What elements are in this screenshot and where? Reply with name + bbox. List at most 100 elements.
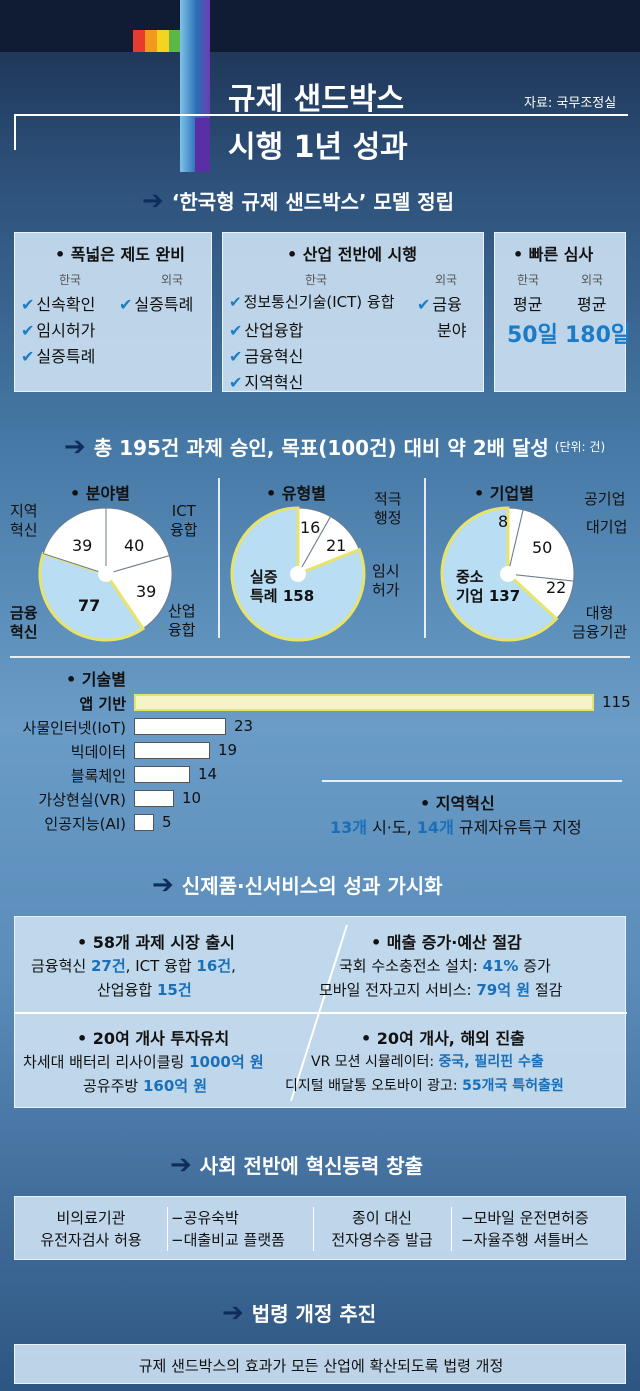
arrow-right-icon: ➔ (152, 869, 174, 900)
section4-heading: ➔ 사회 전반에 혁신동력 창출 (170, 1149, 424, 1180)
pie3-label-finance: 대형 금융기관 (572, 604, 628, 641)
divider (218, 478, 220, 638)
pie2-label-demo: 실증 특례 158 (250, 568, 315, 605)
q4-line1: VR 모션 시뮬레이터: 중국, 필리핀 수출 (311, 1054, 544, 1070)
pie2-label-active: 적극 행정 (374, 490, 402, 527)
title-rule-tick (14, 114, 16, 150)
list-item: ✔ 산업융합 (229, 321, 304, 340)
divider (10, 656, 630, 658)
check-icon: ✔ (229, 347, 243, 366)
check-icon: ✔ (229, 373, 243, 392)
region-text: 13개 시·도, 14개 규제자유특구 지정 (330, 818, 582, 837)
q4-line2: 디지털 배달통 오토바이 광고: 55개국 특허출원 (285, 1078, 564, 1094)
tech-label-0: 앱 기반 (79, 695, 126, 713)
tech-label-3: 블록체인 (70, 767, 126, 785)
tech-bar-0 (134, 694, 594, 711)
pie1-slice-3 (42, 507, 107, 575)
pie1-slice-2 (38, 551, 146, 642)
innovation-cell-3: 종이 대신 전자영수증 발급 (331, 1209, 433, 1249)
page-title-line1: 규제 샌드박스 (228, 82, 405, 117)
tech-title: • 기술별 (66, 670, 126, 689)
pie1-value-region: 39 (72, 536, 93, 555)
check-icon: ✔ (229, 293, 242, 311)
tech-label-4: 가상현실(VR) (38, 791, 126, 809)
pie1-slice-0 (105, 507, 171, 575)
pie3-value-finance: 22 (546, 578, 567, 597)
check-icon: ✔ (21, 347, 35, 366)
arrow-right-icon: ➔ (142, 185, 164, 216)
tech-value-1: 23 (234, 717, 254, 735)
pie2-title: • 유형별 (266, 484, 326, 503)
tech-label-2: 빅데이터 (70, 743, 126, 761)
list-item: ✔ 실증특례 (21, 347, 96, 366)
law-box: 규제 샌드박스의 효과가 모든 산업에 확산되도록 법령 개정 (14, 1344, 626, 1384)
list-item: ✔ 실증특례 (119, 295, 194, 314)
q2-line1: 국회 수소충전소 설치: 41% 증가 (339, 957, 551, 975)
section1-heading: ➔ ‘한국형 규제 샌드박스’ 모델 정립 (142, 185, 455, 216)
tech-bar-1 (134, 718, 226, 735)
pie3-label-public: 공기업 (584, 490, 626, 508)
list-item: ✔ 금융혁신 (229, 347, 304, 366)
pie1-title: • 분야별 (70, 484, 130, 503)
divider (167, 1207, 168, 1251)
innovation-cell-1: 비의료기관 유전자검사 허용 (40, 1209, 142, 1249)
label-foreign: 외국 (581, 273, 604, 287)
pie1-value-ict: 40 (124, 536, 145, 555)
section3-heading: ➔ 신제품·신서비스의 성과 가시화 (152, 869, 443, 900)
region-title: • 지역혁신 (420, 794, 495, 813)
box-industry: • 산업 전반에 시행 한국 외국 ✔ 정보통신기술(ICT) 융합 ✔ 산업융합 … (222, 232, 484, 392)
check-icon: ✔ (21, 321, 35, 340)
q3-line2: 공유주방 160억 원 (83, 1077, 208, 1095)
pie3-slice-3 (440, 506, 559, 642)
list-item: ✔ 지역혁신 (229, 373, 304, 392)
pie-charts (38, 506, 575, 642)
q3-title: • 20여 개사 투자유치 (77, 1029, 230, 1048)
tech-bar-3 (134, 766, 190, 783)
divider (313, 1207, 314, 1251)
innovation-cell-2: −공유숙박 −대출비교 플랫폼 (171, 1209, 285, 1249)
section5-heading: ➔ 법령 개정 추진 (222, 1297, 377, 1328)
divider (451, 1207, 452, 1251)
q3-line1: 차세대 배터리 리사이클링 1000억 원 (23, 1053, 264, 1071)
list-item-cont: 분야 (437, 321, 467, 340)
tech-value-5: 5 (162, 813, 172, 831)
check-icon: ✔ (229, 321, 243, 340)
stripe-2 (157, 30, 169, 52)
pie3-center (500, 566, 516, 582)
korea-days: 50일 (507, 323, 558, 348)
pie1-label-ict: ICT 융합 (170, 502, 198, 539)
q2-line2: 모바일 전자고지 서비스: 79억 원 절감 (319, 981, 563, 999)
page-title-line2: 시행 1년 성과 (228, 130, 408, 165)
pie1-slice-1 (105, 555, 173, 630)
tech-bar-5 (134, 814, 154, 831)
arrow-right-icon: ➔ (170, 1149, 192, 1180)
check-icon: ✔ (417, 295, 431, 314)
pie3-value-public: 8 (498, 512, 509, 531)
results-box: • 58개 과제 시장 출시 금융혁신 27건, ICT 융합 16건, 산업융… (14, 916, 627, 1108)
label-korea: 한국 (59, 273, 82, 287)
pie1-label-industry: 산업 융합 (168, 602, 196, 639)
q4-title: • 20여 개사, 해외 진출 (361, 1029, 525, 1048)
tech-value-2: 19 (218, 741, 238, 759)
results-dividers (15, 924, 627, 1102)
tech-value-4: 10 (182, 789, 202, 807)
stripe-0 (133, 30, 145, 52)
pie2-center (290, 566, 306, 582)
stripe-3 (169, 30, 181, 52)
avg-label: 평균 (577, 295, 607, 314)
tech-value-3: 14 (198, 765, 218, 783)
pie2-value-active: 16 (300, 518, 321, 537)
foreign-days: 180일 (565, 323, 632, 348)
purple-accent-bar (195, 118, 210, 172)
label-foreign: 외국 (435, 273, 458, 287)
innovation-cell-4: −모바일 운전면허증 −자율주행 셔틀버스 (461, 1209, 589, 1249)
pie2-value-temp: 21 (326, 536, 347, 555)
arrow-right-icon: ➔ (64, 431, 86, 462)
q2-title: • 매출 증가·예산 절감 (371, 933, 522, 952)
list-item: ✔ 정보통신기술(ICT) 융합 (229, 293, 395, 311)
tech-value-0: 115 (602, 693, 631, 711)
q1-title: • 58개 과제 시장 출시 (77, 933, 235, 952)
box-review-title: • 빠른 심사 (513, 245, 594, 264)
tech-label-5: 인공지능(AI) (44, 815, 126, 833)
